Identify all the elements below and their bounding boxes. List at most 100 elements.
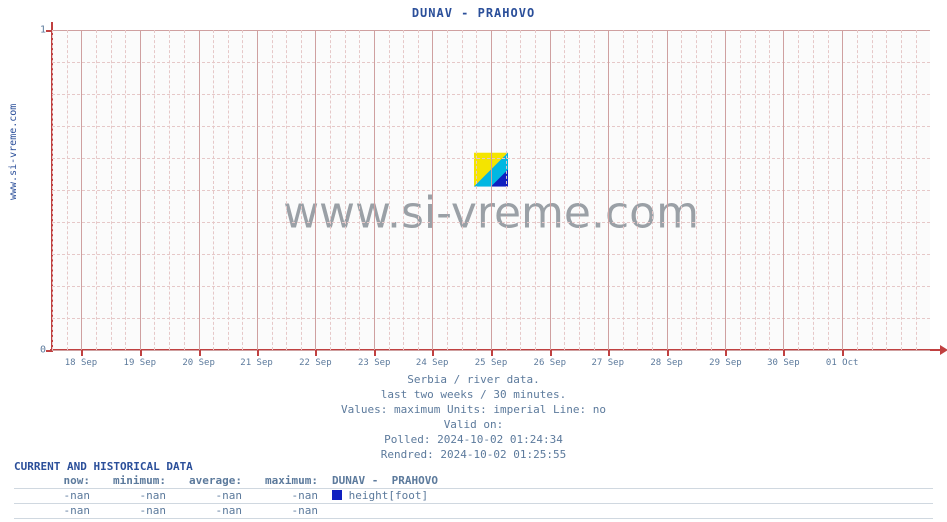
vgrid-minor <box>213 30 214 350</box>
x-axis-label: 26 Sep <box>534 358 567 368</box>
vgrid-minor <box>828 30 829 350</box>
chart-title: DUNAV - PRAHOVO <box>0 6 947 20</box>
vgrid-major <box>199 30 200 350</box>
vgrid-minor <box>272 30 273 350</box>
vgrid-minor <box>755 30 756 350</box>
x-tick <box>550 350 552 356</box>
vgrid-minor <box>769 30 770 350</box>
vgrid-major <box>842 30 843 350</box>
x-axis-label: 30 Sep <box>767 358 800 368</box>
y-axis-label: 1 <box>40 25 46 36</box>
x-tick <box>842 350 844 356</box>
vgrid-minor <box>681 30 682 350</box>
x-axis-label: 19 Sep <box>124 358 157 368</box>
vgrid-major <box>315 30 316 350</box>
data-table: CURRENT AND HISTORICAL DATA now:minimum:… <box>14 460 933 522</box>
vgrid-minor <box>711 30 712 350</box>
vgrid-major <box>550 30 551 350</box>
vgrid-minor <box>476 30 477 350</box>
vgrid-major <box>432 30 433 350</box>
vgrid-major <box>257 30 258 350</box>
side-watermark: www.si-vreme.com <box>8 104 19 200</box>
x-axis-arrow-icon <box>940 345 947 355</box>
x-tick <box>257 350 259 356</box>
vgrid-minor <box>813 30 814 350</box>
vgrid-minor <box>579 30 580 350</box>
vgrid-minor <box>740 30 741 350</box>
meta-valid: Valid on: <box>0 417 947 432</box>
x-tick <box>491 350 493 356</box>
table-row: -nan-nan-nan-nan height[foot] <box>14 489 933 504</box>
x-axis-label: 20 Sep <box>182 358 215 368</box>
vgrid-minor <box>520 30 521 350</box>
vgrid-minor <box>359 30 360 350</box>
chart-container: www.si-vreme.com DUNAV - PRAHOVO www.si-… <box>0 0 947 522</box>
meta-polled: Polled: 2024-10-02 01:24:34 <box>0 432 947 447</box>
vgrid-minor <box>901 30 902 350</box>
vgrid-minor <box>242 30 243 350</box>
x-tick <box>81 350 83 356</box>
vgrid-minor <box>886 30 887 350</box>
legend-color-icon <box>332 490 342 500</box>
data-table-header: now:minimum:average:maximum:DUNAV - PRAH… <box>14 474 933 489</box>
y-tick <box>46 350 52 352</box>
x-tick <box>374 350 376 356</box>
vgrid-minor <box>67 30 68 350</box>
x-tick <box>667 350 669 356</box>
x-tick <box>315 350 317 356</box>
x-axis-label: 29 Sep <box>709 358 742 368</box>
vgrid-minor <box>111 30 112 350</box>
vgrid-minor <box>154 30 155 350</box>
vgrid-minor <box>52 30 53 350</box>
vgrid-minor <box>594 30 595 350</box>
x-tick <box>432 350 434 356</box>
vgrid-major <box>725 30 726 350</box>
x-tick <box>140 350 142 356</box>
vgrid-minor <box>418 30 419 350</box>
vgrid-minor <box>447 30 448 350</box>
plot-area: www.si-vreme.com 0118 Sep19 Sep20 Sep21 … <box>52 30 930 350</box>
vgrid-major <box>491 30 492 350</box>
vgrid-major <box>81 30 82 350</box>
meta-range: last two weeks / 30 minutes. <box>0 387 947 402</box>
vgrid-minor <box>345 30 346 350</box>
meta-source: Serbia / river data. <box>0 372 947 387</box>
x-axis-label: 24 Sep <box>416 358 449 368</box>
vgrid-minor <box>637 30 638 350</box>
vgrid-minor <box>125 30 126 350</box>
x-axis-label: 28 Sep <box>650 358 683 368</box>
vgrid-minor <box>857 30 858 350</box>
vgrid-minor <box>462 30 463 350</box>
x-axis-label: 21 Sep <box>240 358 273 368</box>
vgrid-minor <box>872 30 873 350</box>
vgrid-minor <box>564 30 565 350</box>
vgrid-minor <box>403 30 404 350</box>
vgrid-major <box>783 30 784 350</box>
vgrid-major <box>667 30 668 350</box>
y-axis-label: 0 <box>40 345 46 356</box>
vgrid-minor <box>228 30 229 350</box>
vgrid-minor <box>696 30 697 350</box>
table-row: -nan-nan-nan-nan <box>14 504 933 519</box>
vgrid-minor <box>330 30 331 350</box>
x-axis-label: 25 Sep <box>475 358 508 368</box>
x-tick <box>783 350 785 356</box>
vgrid-major <box>608 30 609 350</box>
vgrid-minor <box>798 30 799 350</box>
x-tick <box>199 350 201 356</box>
vgrid-minor <box>623 30 624 350</box>
vgrid-minor <box>652 30 653 350</box>
vgrid-minor <box>286 30 287 350</box>
x-axis-label: 22 Sep <box>299 358 332 368</box>
vgrid-minor <box>301 30 302 350</box>
vgrid-major <box>374 30 375 350</box>
vgrid-minor <box>506 30 507 350</box>
x-axis-label: 27 Sep <box>592 358 625 368</box>
vgrid-minor <box>169 30 170 350</box>
data-table-title: CURRENT AND HISTORICAL DATA <box>14 460 933 473</box>
meta-block: Serbia / river data. last two weeks / 30… <box>0 372 947 462</box>
x-tick <box>725 350 727 356</box>
vgrid-minor <box>96 30 97 350</box>
x-axis-label: 23 Sep <box>358 358 391 368</box>
meta-settings: Values: maximum Units: imperial Line: no <box>0 402 947 417</box>
